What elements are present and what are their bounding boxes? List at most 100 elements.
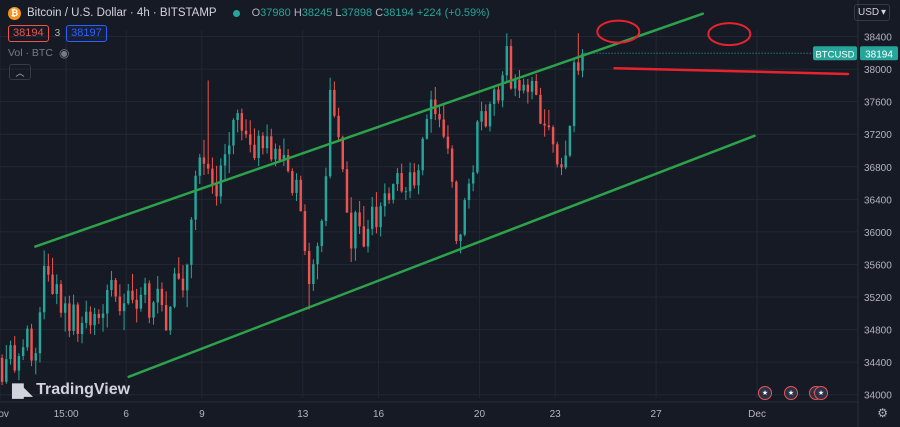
candle-body bbox=[505, 46, 509, 76]
candle-body bbox=[68, 303, 71, 331]
channel-upper-line bbox=[34, 12, 705, 248]
eye-icon[interactable]: ◉ bbox=[58, 46, 70, 60]
candle-body bbox=[190, 219, 193, 265]
candle-body bbox=[316, 245, 319, 265]
y-tick-label: 38400 bbox=[864, 33, 892, 44]
candles bbox=[0, 33, 584, 386]
candle-body bbox=[581, 53, 584, 71]
candle-body bbox=[72, 304, 75, 331]
open-value: 37980 bbox=[260, 7, 291, 19]
candle-body bbox=[459, 234, 462, 242]
y-tick-label: 35600 bbox=[864, 260, 892, 271]
candle-body bbox=[38, 312, 42, 354]
buy-button[interactable]: 38197 bbox=[66, 25, 107, 42]
highlight-ellipse bbox=[707, 22, 752, 47]
candle-body bbox=[295, 179, 298, 193]
candle-body bbox=[93, 313, 96, 326]
candle-body bbox=[173, 273, 176, 307]
x-tick-label: 15:00 bbox=[54, 409, 79, 420]
candle-body bbox=[55, 284, 58, 294]
us-flag-icon[interactable]: ★ bbox=[814, 386, 828, 400]
candle-body bbox=[497, 89, 500, 101]
candle-body bbox=[291, 171, 294, 193]
candle-body bbox=[577, 62, 580, 71]
currency-selector[interactable]: USD ▾ bbox=[854, 4, 890, 21]
candle-body bbox=[400, 173, 403, 192]
candle-body bbox=[564, 155, 567, 168]
candle-body bbox=[181, 278, 185, 291]
y-tick-label: 34400 bbox=[864, 358, 892, 369]
candle-body bbox=[26, 328, 29, 348]
candle-body bbox=[307, 251, 311, 285]
candle-body bbox=[89, 311, 92, 326]
tradingview-logo[interactable]: ▇◣ TradingView bbox=[12, 381, 130, 399]
candle-body bbox=[337, 115, 340, 138]
candle-body bbox=[164, 305, 168, 331]
candle-body bbox=[253, 144, 256, 159]
change-value: +224 (+0.59%) bbox=[416, 7, 490, 19]
sell-button[interactable]: 38194 bbox=[8, 25, 49, 42]
candle-body bbox=[530, 80, 534, 92]
us-flag-icon[interactable]: ★ bbox=[784, 386, 798, 400]
candle-body bbox=[417, 170, 420, 186]
settings-icon[interactable]: ⚙ bbox=[877, 406, 888, 420]
candle-body bbox=[392, 184, 395, 200]
collapse-icon[interactable]: ︿ bbox=[9, 64, 31, 80]
candle-body bbox=[543, 123, 546, 126]
candle-body bbox=[383, 193, 387, 207]
candle-body bbox=[17, 355, 21, 371]
candle-body bbox=[413, 172, 416, 186]
candle-body bbox=[139, 294, 143, 309]
candle-body bbox=[328, 89, 332, 177]
high-value: 38245 bbox=[301, 7, 333, 19]
candle-body bbox=[522, 84, 525, 91]
candle-body bbox=[509, 46, 513, 89]
us-flag-icon[interactable]: ★ bbox=[758, 386, 772, 400]
candle-body bbox=[244, 130, 248, 135]
close-value: 38194 bbox=[383, 7, 414, 19]
volume-legend[interactable]: Vol · BTC ◉ bbox=[8, 46, 69, 60]
candle-body bbox=[446, 136, 450, 149]
candle-body bbox=[379, 206, 382, 228]
candle-body bbox=[13, 345, 16, 371]
candle-body bbox=[551, 127, 555, 145]
candle-body bbox=[30, 328, 33, 361]
candle-body bbox=[131, 290, 134, 300]
candle-body bbox=[270, 136, 273, 160]
candle-body bbox=[85, 311, 88, 323]
candle-body bbox=[471, 172, 475, 184]
annotations bbox=[34, 12, 858, 379]
candle-body bbox=[341, 137, 344, 170]
symbol-tag-label: BTCUSD bbox=[815, 49, 854, 60]
candle-body bbox=[539, 94, 542, 124]
y-tick-label: 37600 bbox=[864, 98, 892, 109]
last-price-label: 38194 bbox=[865, 49, 893, 60]
low-value: 37898 bbox=[341, 7, 373, 19]
candle-body bbox=[282, 154, 286, 161]
y-tick-label: 37200 bbox=[864, 130, 892, 141]
candle-body bbox=[106, 290, 109, 314]
candle-body bbox=[265, 136, 269, 149]
candle-body bbox=[547, 125, 551, 128]
candle-body bbox=[404, 191, 408, 193]
btc-coin-icon: ₿ bbox=[8, 6, 21, 20]
candle-body bbox=[47, 265, 50, 275]
candle-body bbox=[236, 113, 239, 121]
candle-body bbox=[114, 280, 117, 297]
candle-body bbox=[5, 359, 8, 382]
y-tick-label: 34800 bbox=[864, 326, 892, 337]
candle-body bbox=[303, 211, 307, 252]
candle-body bbox=[488, 104, 492, 127]
candle-body bbox=[97, 313, 101, 318]
x-tick-label: 9 bbox=[199, 409, 205, 420]
x-tick-label: 20 bbox=[474, 409, 486, 420]
close-label: C bbox=[375, 7, 384, 19]
candle-body bbox=[249, 134, 252, 145]
candle-body bbox=[232, 120, 235, 146]
candle-body bbox=[143, 283, 147, 295]
candle-body bbox=[480, 111, 483, 122]
x-tick-label: 13 bbox=[297, 409, 309, 420]
candle-body bbox=[257, 135, 260, 159]
